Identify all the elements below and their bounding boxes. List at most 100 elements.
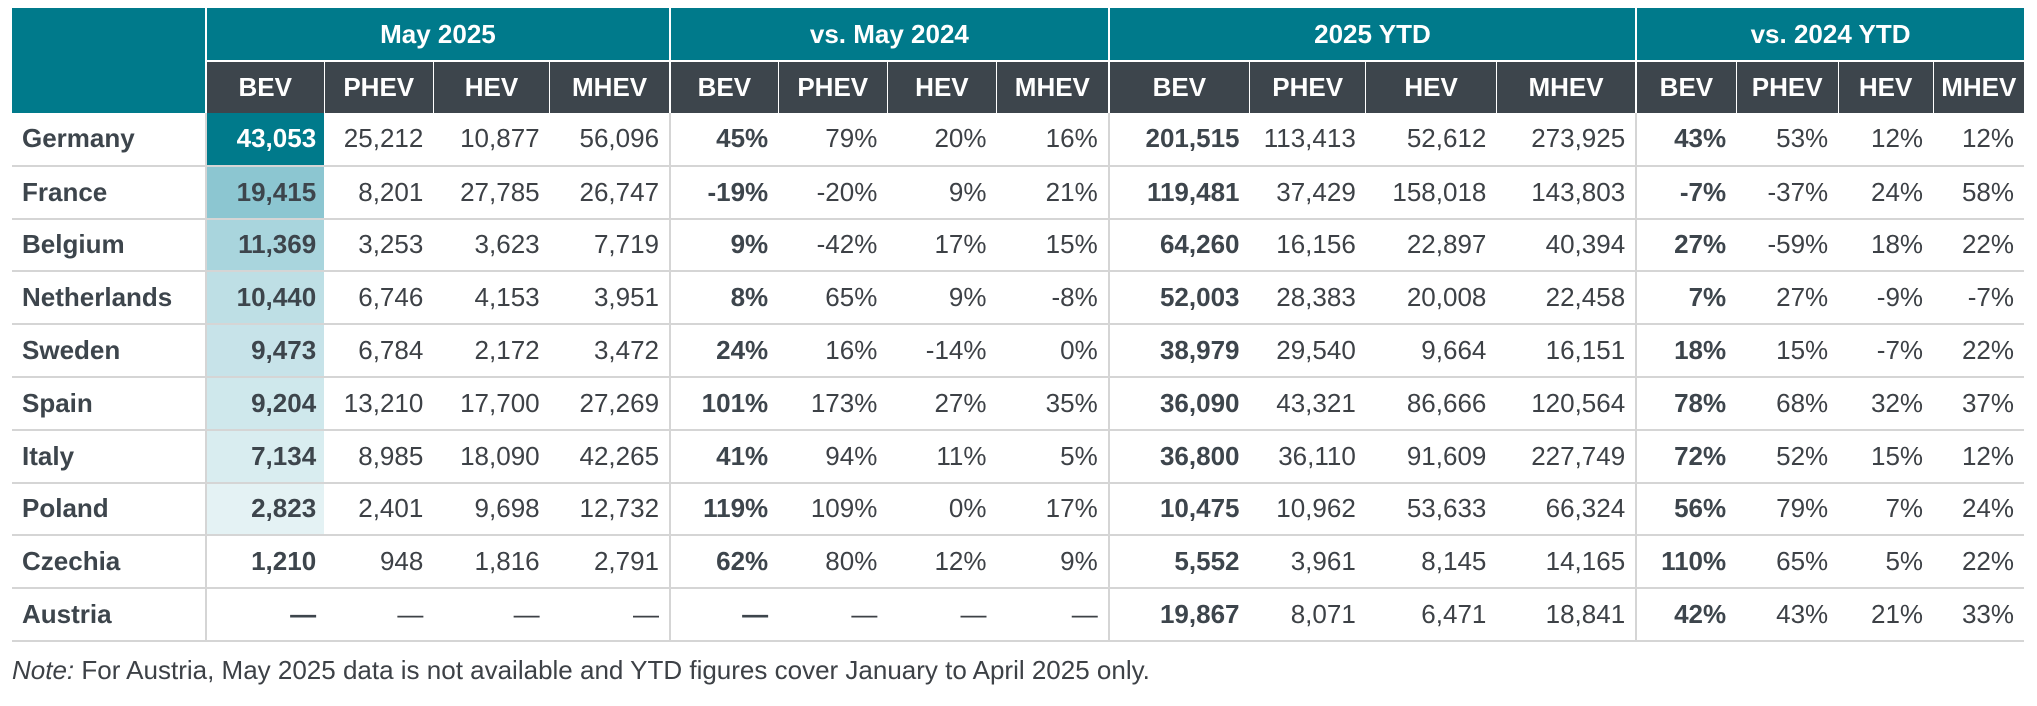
ytd-phev-cell: 10,962: [1249, 482, 1366, 537]
vs-may-mhev-cell: 17%: [996, 482, 1109, 537]
vs-may-phev-cell: 94%: [778, 429, 888, 484]
ytd-phev-cell: 36,110: [1249, 429, 1366, 484]
table-row: Poland 2,823 2,401 9,698 12,732 119% 109% 0% 17%…: [12, 482, 2024, 537]
may-mhev-cell: 12,732: [549, 482, 671, 537]
vs-ytd-phev-cell: 53%: [1736, 113, 1839, 167]
vs-ytd-phev-cell: 27%: [1736, 271, 1839, 326]
country-cell: Sweden: [12, 324, 206, 378]
ytd-hev-cell: 158,018: [1365, 165, 1497, 220]
vs-may-hev-cell: 12%: [887, 535, 997, 590]
vs-ytd-mhev-cell: 24%: [1933, 482, 2024, 537]
sub-header-hev: HEV: [432, 60, 550, 113]
vs-may-hev-cell: 0%: [887, 482, 997, 537]
ytd-bev-cell: 36,800: [1107, 429, 1250, 484]
vs-may-mhev-cell: 5%: [996, 429, 1109, 484]
vs-ytd-phev-cell: 65%: [1736, 535, 1839, 590]
vs-ytd-phev-cell: 68%: [1736, 376, 1839, 431]
country-cell: Italy: [12, 429, 206, 484]
ytd-bev-cell: 19,867: [1107, 588, 1250, 642]
vs-ytd-bev-cell: 72%: [1635, 429, 1737, 484]
ytd-phev-cell: 37,429: [1249, 165, 1366, 220]
may-hev-cell: 3,623: [433, 218, 550, 273]
vs-may-mhev-cell: 9%: [996, 535, 1109, 590]
vs-may-bev-cell: 45%: [669, 113, 779, 167]
vs-ytd-phev-cell: 15%: [1736, 324, 1839, 378]
vs-ytd-mhev-cell: -7%: [1933, 271, 2024, 326]
may-phev-cell: 6,784: [324, 324, 434, 378]
may-mhev-cell: 56,096: [549, 113, 671, 167]
may-bev-cell: —: [204, 588, 325, 642]
ytd-phev-cell: 16,156: [1249, 218, 1366, 273]
may-hev-cell: 10,877: [433, 113, 550, 167]
vs-may-hev-cell: 11%: [887, 429, 997, 484]
ytd-mhev-cell: 120,564: [1496, 376, 1637, 431]
may-mhev-cell: 7,719: [549, 218, 671, 273]
sales-table: May 2025 vs. May 2024 2025 YTD vs. 2024 …: [12, 8, 2024, 642]
footnote-label: Note:: [12, 655, 75, 685]
header-corner-lower: [12, 61, 206, 113]
sub-header-mhev: MHEV: [1495, 60, 1637, 113]
vs-ytd-mhev-cell: 58%: [1933, 165, 2024, 220]
table-row: Czechia 1,210 948 1,816 2,791 62% 80% 12% 9% 5,55…: [12, 535, 2024, 590]
ytd-hev-cell: 9,664: [1365, 324, 1497, 378]
sub-header-phev: PHEV: [323, 60, 434, 113]
ytd-phev-cell: 29,540: [1249, 324, 1366, 378]
country-cell: Belgium: [12, 218, 206, 273]
vs-may-mhev-cell: 21%: [996, 165, 1109, 220]
ytd-phev-cell: 113,413: [1249, 113, 1366, 167]
vs-ytd-mhev-cell: 12%: [1933, 113, 2024, 167]
vs-ytd-mhev-cell: 33%: [1933, 588, 2024, 642]
table-row: Italy 7,134 8,985 18,090 42,265 41% 94% 11% 5% 36…: [12, 429, 2024, 484]
sub-header-bev: BEV: [1635, 60, 1737, 113]
ytd-hev-cell: 86,666: [1365, 376, 1497, 431]
may-hev-cell: 2,172: [433, 324, 550, 378]
ytd-mhev-cell: 40,394: [1496, 218, 1637, 273]
ytd-bev-cell: 38,979: [1107, 324, 1250, 378]
may-mhev-cell: 27,269: [549, 376, 671, 431]
header-corner: [12, 8, 206, 61]
vs-ytd-hev-cell: 5%: [1838, 535, 1934, 590]
vs-ytd-bev-cell: 56%: [1635, 482, 1737, 537]
ytd-mhev-cell: 18,841: [1496, 588, 1637, 642]
table-row: Germany 43,053 25,212 10,877 56,096 45% 79% 20%…: [12, 113, 2024, 167]
footnote-text: For Austria, May 2025 data is not availa…: [74, 655, 1150, 685]
country-cell: Poland: [12, 482, 206, 537]
ytd-bev-cell: 201,515: [1107, 113, 1250, 167]
sub-header-hev: HEV: [1365, 60, 1497, 113]
may-mhev-cell: —: [549, 588, 671, 642]
vs-may-phev-cell: 109%: [778, 482, 888, 537]
sub-header-bev: BEV: [669, 60, 779, 113]
ytd-bev-cell: 64,260: [1107, 218, 1250, 273]
vs-may-hev-cell: 9%: [887, 271, 997, 326]
table-row: Sweden 9,473 6,784 2,172 3,472 24% 16% -14% 0% 38…: [12, 324, 2024, 378]
vs-ytd-bev-cell: 27%: [1635, 218, 1737, 273]
ytd-hev-cell: 6,471: [1365, 588, 1497, 642]
table-row: Netherlands 10,440 6,746 4,153 3,951 8% 65% 9% -…: [12, 271, 2024, 326]
vs-may-phev-cell: -42%: [778, 218, 888, 273]
vs-may-hev-cell: —: [887, 588, 997, 642]
vs-ytd-hev-cell: 7%: [1838, 482, 1934, 537]
may-phev-cell: 8,201: [324, 165, 434, 220]
vs-may-hev-cell: 27%: [887, 376, 997, 431]
vs-ytd-phev-cell: 52%: [1736, 429, 1839, 484]
ytd-bev-cell: 119,481: [1107, 165, 1250, 220]
vs-may-mhev-cell: 0%: [996, 324, 1109, 378]
sub-header-hev: HEV: [886, 60, 997, 113]
may-hev-cell: 18,090: [433, 429, 550, 484]
vs-may-mhev-cell: 15%: [996, 218, 1109, 273]
may-phev-cell: —: [324, 588, 434, 642]
vs-ytd-phev-cell: -37%: [1736, 165, 1839, 220]
vs-ytd-bev-cell: 78%: [1635, 376, 1737, 431]
ytd-mhev-cell: 14,165: [1496, 535, 1637, 590]
may-mhev-cell: 3,472: [549, 324, 671, 378]
vs-ytd-mhev-cell: 22%: [1933, 218, 2024, 273]
may-bev-cell: 43,053: [204, 113, 325, 167]
table-row: Belgium 11,369 3,253 3,623 7,719 9% -42% 17% 15%…: [12, 218, 2024, 273]
country-cell: Austria: [12, 588, 206, 642]
sub-header-row: BEV PHEV HEV MHEV BEV PHEV HEV MHEV BEV …: [12, 60, 2024, 113]
may-mhev-cell: 3,951: [549, 271, 671, 326]
vs-may-bev-cell: 101%: [669, 376, 779, 431]
may-bev-cell: 1,210: [204, 535, 325, 590]
vs-may-hev-cell: 20%: [887, 113, 997, 167]
vs-ytd-bev-cell: 110%: [1635, 535, 1737, 590]
